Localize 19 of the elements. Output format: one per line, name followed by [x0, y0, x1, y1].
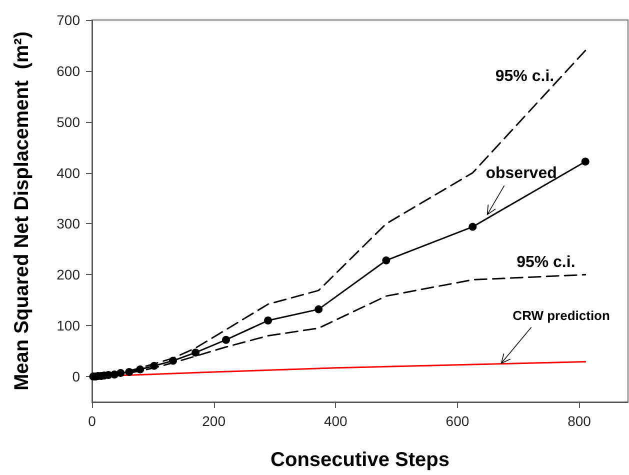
y-tick-label: 300	[56, 216, 80, 232]
annotation: 95% c.i.	[495, 68, 554, 85]
annotation: CRW prediction	[512, 308, 610, 323]
y-tick-label: 100	[56, 318, 80, 334]
y-tick-label: 400	[56, 164, 80, 181]
y-tick-label: 500	[56, 114, 80, 130]
y-tick-label: 0	[72, 368, 80, 385]
annotation: observed	[486, 165, 557, 182]
annotation: 95% c.i.	[516, 254, 576, 272]
y-tick-label: 700	[56, 12, 80, 28]
x-tick-label: 800	[568, 413, 592, 429]
x-tick-label: 600	[446, 413, 470, 429]
x-tick-label: 200	[202, 413, 226, 429]
y-tick-label: 200	[56, 266, 80, 283]
y-tick-label: 600	[56, 62, 80, 79]
x-tick-label: 0	[88, 413, 96, 429]
y-axis-title: Mean Squared Net Displacement (m²)	[11, 32, 33, 390]
x-axis-title: Consecutive Steps	[270, 449, 450, 471]
x-tick-label: 400	[324, 413, 348, 429]
